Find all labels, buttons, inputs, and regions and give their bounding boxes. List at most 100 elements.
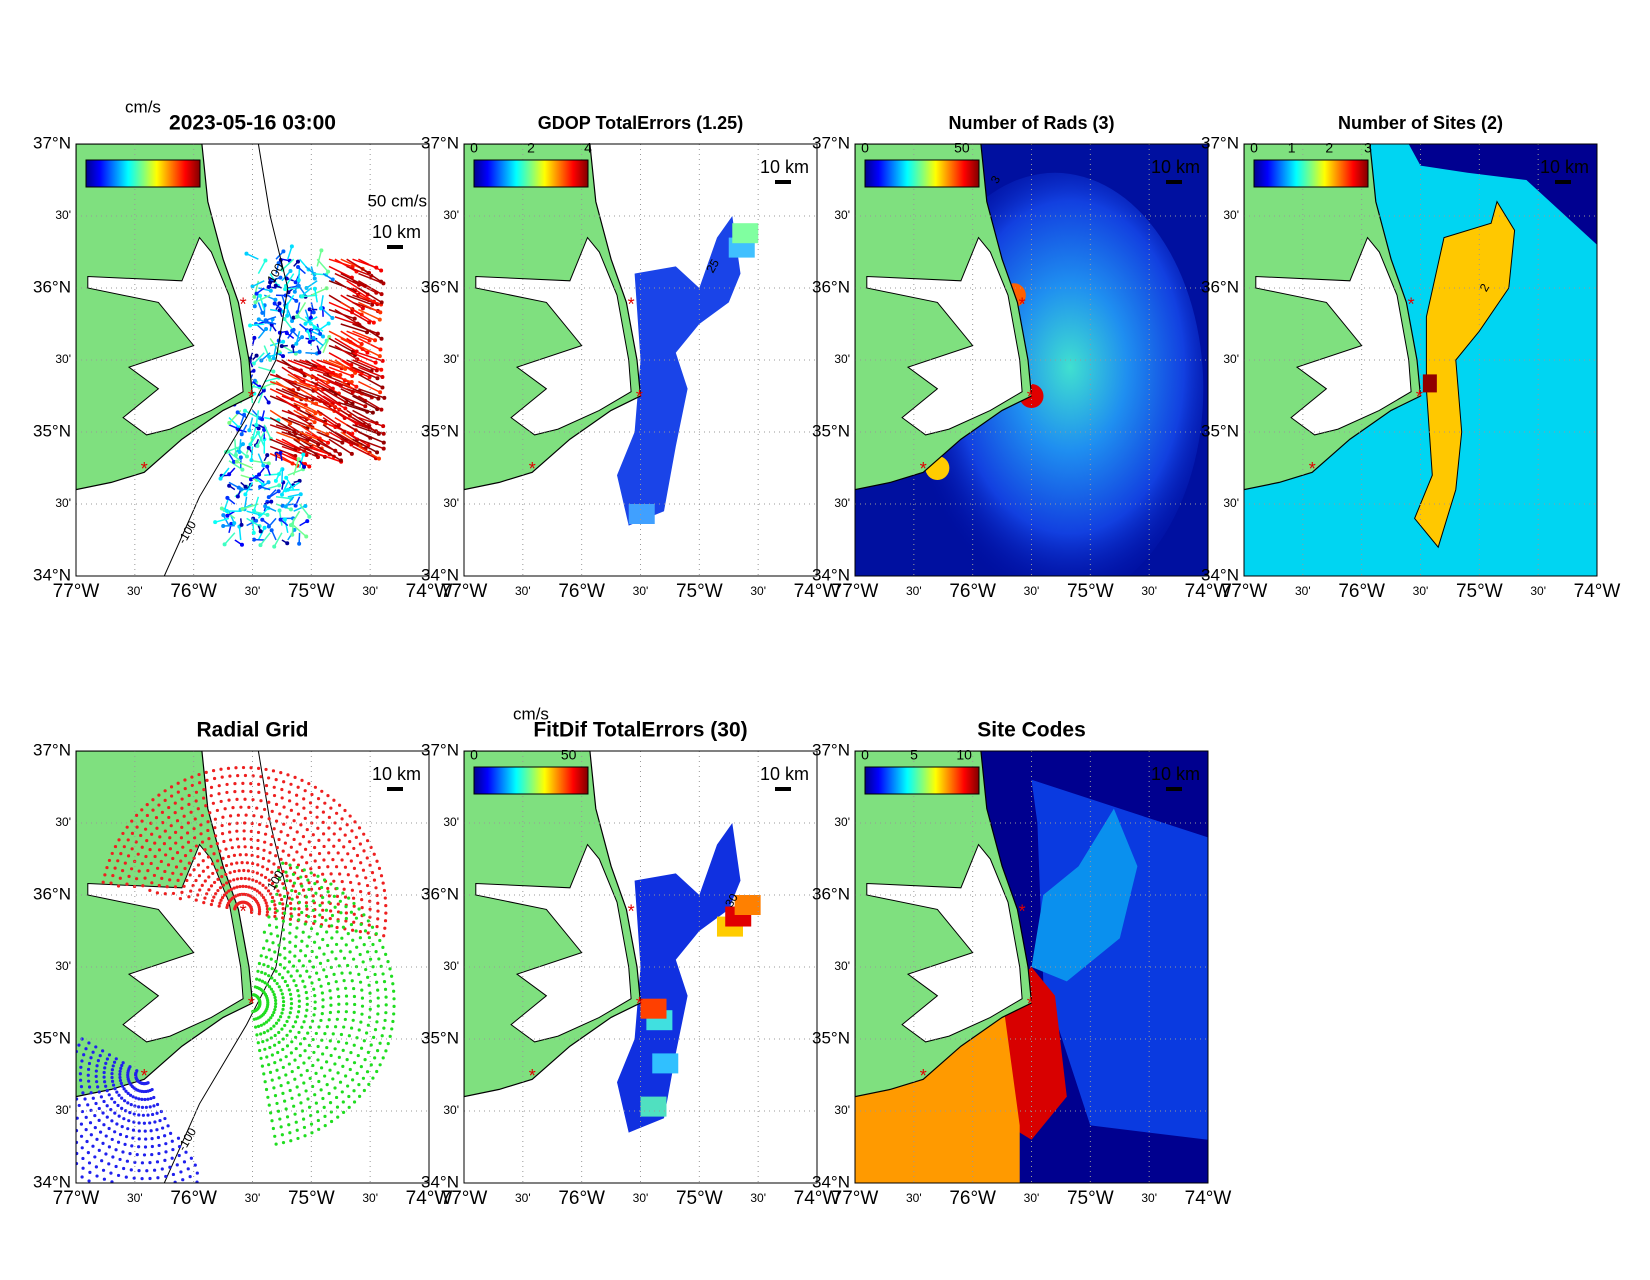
grid-point xyxy=(298,1005,301,1008)
grid-point xyxy=(303,1134,306,1137)
grid-point xyxy=(157,1136,160,1139)
grid-point xyxy=(347,897,350,900)
grid-point xyxy=(143,1153,146,1156)
vector-head xyxy=(299,492,303,496)
vector-head xyxy=(290,244,294,248)
grid-point xyxy=(291,1070,294,1073)
grid-point xyxy=(84,1047,87,1050)
grid-point xyxy=(359,981,362,984)
lon-label: 30' xyxy=(1024,584,1040,598)
lat-label: 30' xyxy=(834,959,850,973)
grid-point xyxy=(326,944,329,947)
grid-point xyxy=(246,861,249,864)
grid-point xyxy=(312,1038,315,1041)
grid-point xyxy=(281,916,284,919)
lon-label: 75°W xyxy=(1067,1188,1114,1209)
grid-point xyxy=(271,1079,274,1082)
grid-point xyxy=(141,846,144,849)
lon-label: 77°W xyxy=(832,1188,879,1209)
grid-point xyxy=(161,1126,164,1129)
grid-point xyxy=(243,837,246,840)
grid-point xyxy=(198,852,201,855)
grid-point xyxy=(123,1143,126,1146)
grid-point xyxy=(270,843,273,846)
grid-point xyxy=(369,958,372,961)
grid-point xyxy=(321,998,324,1001)
grid-point xyxy=(282,907,285,910)
grid-point xyxy=(290,1097,293,1100)
vector-head xyxy=(236,410,240,414)
grid-point xyxy=(303,985,306,988)
vector-head xyxy=(327,322,331,326)
vector-head xyxy=(307,464,311,468)
grid-point xyxy=(235,830,238,833)
grid-point xyxy=(367,919,370,922)
grid-point xyxy=(128,1152,131,1155)
current-vector xyxy=(251,446,252,460)
grid-point xyxy=(278,1076,281,1079)
grid-point xyxy=(207,888,210,891)
vector-head xyxy=(263,526,267,530)
vector-head xyxy=(240,468,244,472)
grid-point xyxy=(245,853,248,856)
vector-head xyxy=(373,338,377,342)
grid-point xyxy=(179,897,182,900)
grid-point xyxy=(312,899,315,902)
grid-point xyxy=(259,1057,262,1060)
grid-point xyxy=(217,792,220,795)
grid-point xyxy=(339,827,342,830)
grid-point xyxy=(87,1080,90,1083)
grid-point xyxy=(234,766,237,769)
lon-label: 30' xyxy=(750,1191,766,1205)
grid-point xyxy=(381,972,384,975)
grid-point xyxy=(265,901,268,904)
lon-label: 74°W xyxy=(1185,1188,1232,1209)
grid-point xyxy=(253,888,256,891)
grid-point xyxy=(81,1175,84,1178)
vector-head xyxy=(274,479,278,483)
grid-point xyxy=(150,1137,153,1140)
grid-point xyxy=(318,866,321,869)
grid-point xyxy=(329,917,332,920)
grid-point xyxy=(384,896,387,899)
grid-point xyxy=(180,891,183,894)
grid-point xyxy=(366,856,369,859)
grid-point xyxy=(110,1076,113,1079)
grid-point xyxy=(87,1151,90,1154)
vector-head xyxy=(350,374,354,378)
vector-head xyxy=(281,340,285,344)
grid-point xyxy=(150,862,153,865)
grid-point xyxy=(323,1032,326,1035)
grid-point xyxy=(111,1138,114,1141)
grid-point xyxy=(189,849,192,852)
colorbar-tick: 10 xyxy=(956,747,972,763)
grid-point xyxy=(305,861,308,864)
grid-point xyxy=(157,803,160,806)
grid-point xyxy=(235,886,238,889)
grid-point xyxy=(211,862,214,865)
grid-point xyxy=(118,1158,121,1161)
grid-point xyxy=(351,889,354,892)
grid-point xyxy=(240,861,243,864)
grid-point xyxy=(192,827,195,830)
grid-point xyxy=(390,1027,393,1030)
site-marker: * xyxy=(529,459,536,479)
grid-point xyxy=(359,890,362,893)
grid-point xyxy=(373,1056,376,1059)
grid-point xyxy=(357,1083,360,1086)
grid-point xyxy=(193,857,196,860)
grid-point xyxy=(281,992,284,995)
grid-point xyxy=(126,1101,129,1104)
grid-point xyxy=(137,853,140,856)
grid-point xyxy=(329,806,332,809)
grid-point xyxy=(312,1013,315,1016)
lon-label: 30' xyxy=(515,584,531,598)
grid-point xyxy=(127,838,130,841)
grid-point xyxy=(320,886,323,889)
grid-point xyxy=(353,1044,356,1047)
scale-label: 10 km xyxy=(372,222,421,242)
vector-head xyxy=(239,487,243,491)
grid-point xyxy=(283,912,286,915)
grid-point xyxy=(136,1153,139,1156)
grid-point xyxy=(171,857,174,860)
